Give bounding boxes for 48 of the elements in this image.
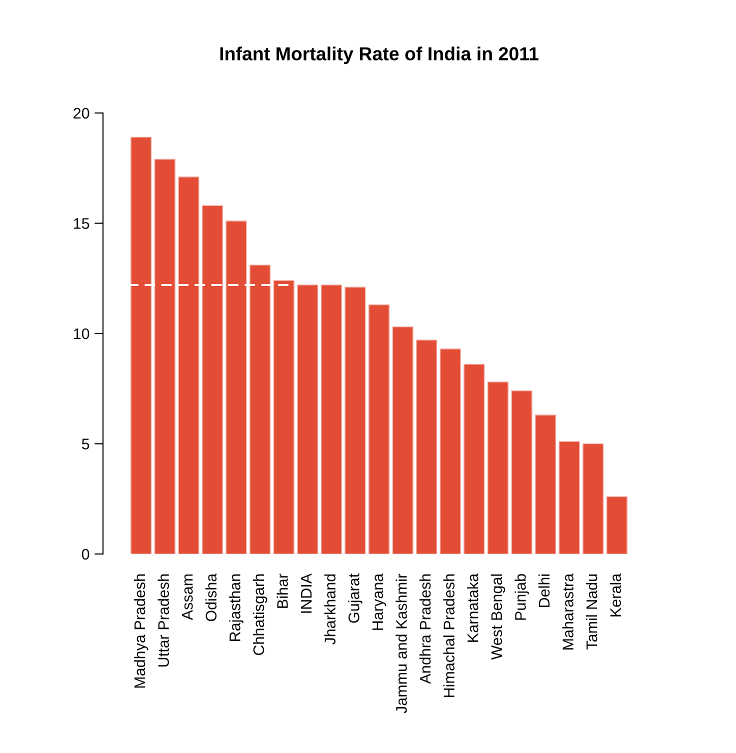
- bar: [606, 496, 628, 554]
- bar: [582, 443, 604, 554]
- x-tick-label: Assam: [182, 574, 193, 620]
- bar: [368, 304, 390, 554]
- y-tick-label: 15: [74, 218, 90, 229]
- bar: [226, 220, 247, 554]
- x-tick-label: Jharkhand: [324, 574, 336, 645]
- x-tick-label: Delhi: [538, 574, 550, 608]
- x-tick-label: Karnataka: [467, 573, 478, 642]
- bar: [320, 284, 342, 554]
- x-tick-label: Gujarat: [348, 574, 362, 623]
- x-tick-label: Andhra Pradesh: [419, 574, 431, 684]
- bar: [297, 284, 318, 554]
- bar: [250, 264, 271, 554]
- x-tick-label: Himachal Pradesh: [443, 574, 454, 698]
- x-tick-label: Jammu and Kashmir: [396, 574, 407, 714]
- x-tick-label: Maharastra: [562, 573, 574, 650]
- x-tick-label: Kerala: [610, 573, 622, 616]
- bar: [154, 158, 176, 554]
- bar: [558, 441, 580, 554]
- x-tick-label: West Bengal: [490, 574, 506, 660]
- bar: [273, 280, 294, 554]
- bar: [464, 364, 485, 554]
- x-tick-label: Odisha: [205, 573, 217, 622]
- bar: [202, 205, 223, 554]
- x-tick-label: Punjab: [514, 574, 529, 620]
- bar: [535, 414, 556, 554]
- x-tick-label: Rajasthan: [229, 574, 244, 641]
- x-tick-label: Madhya Pradesh: [134, 574, 148, 688]
- bar: [440, 348, 461, 554]
- bar: [392, 326, 414, 554]
- y-tick-label: 20: [74, 108, 90, 119]
- x-tick-label: Haryana: [372, 573, 386, 630]
- chart-title: Infant Mortality Rate of India in 2011: [220, 46, 538, 64]
- y-tick-label: 10: [74, 328, 90, 340]
- y-tick-label: 5: [82, 438, 90, 450]
- x-tick-label: Tamil Nadu: [586, 574, 598, 650]
- bar: [487, 382, 508, 554]
- bar: [178, 176, 200, 554]
- x-tick-label: Uttar Pradesh: [158, 574, 169, 667]
- bar: [344, 286, 366, 554]
- bar: [130, 136, 152, 554]
- x-tick-label: INDIA: [301, 573, 312, 613]
- x-tick-label: Bihar: [276, 574, 288, 608]
- bar: [511, 390, 532, 554]
- x-tick-label: Chhatisgarh: [252, 574, 268, 656]
- y-tick-label: 0: [82, 548, 90, 560]
- bar: [416, 340, 438, 554]
